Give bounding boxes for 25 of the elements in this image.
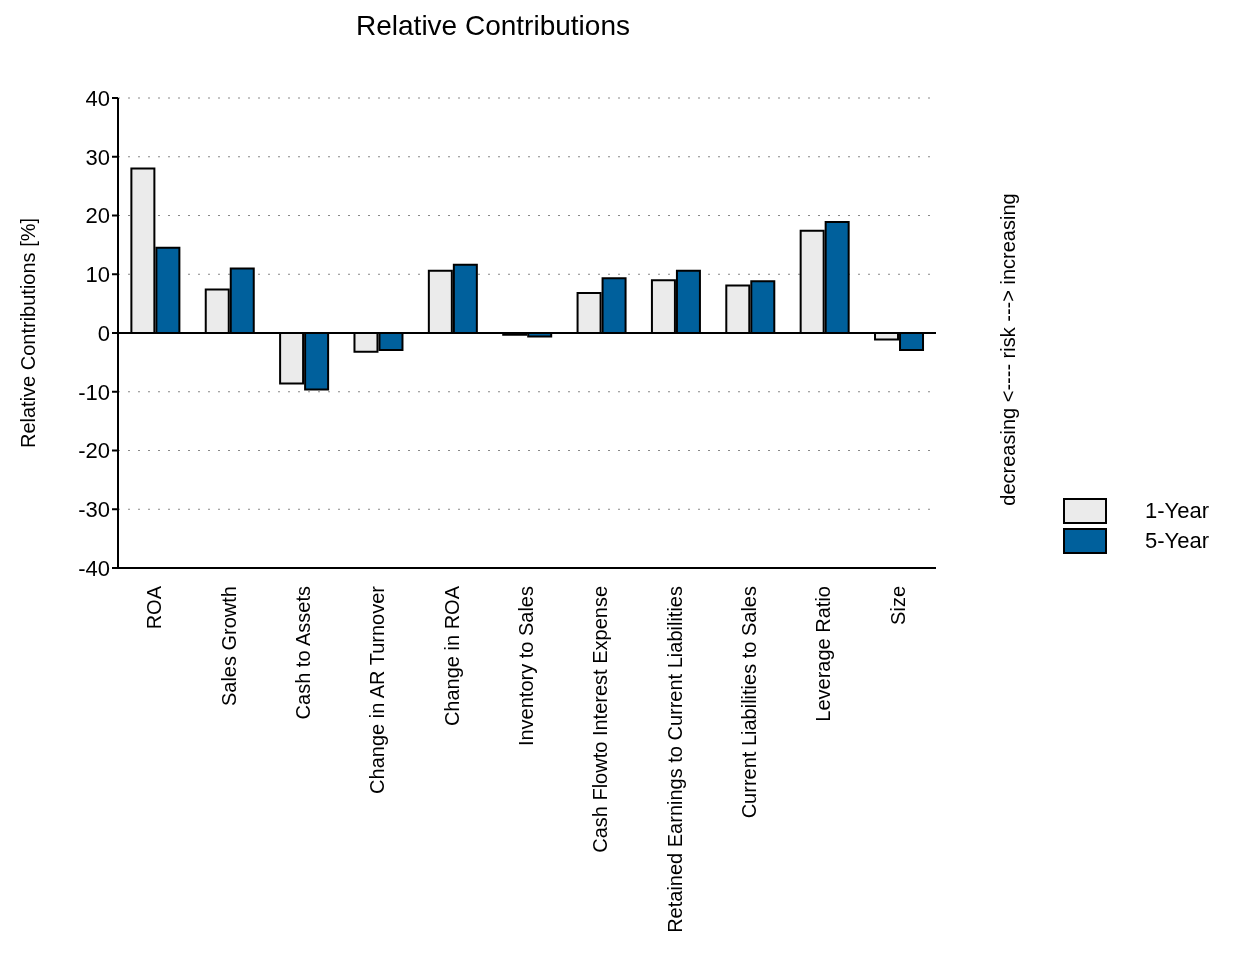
chart-title: Relative Contributions [355, 10, 631, 42]
y-tick-label: -40 [78, 555, 110, 581]
x-tick-label: Current Liabilities to Sales [738, 586, 761, 819]
legend-label: 5-Year [1145, 528, 1210, 554]
x-tick-label: Inventory to Sales [515, 586, 537, 747]
y-tick-label: 10 [85, 262, 110, 288]
x-tick-label: Size [886, 586, 909, 625]
x-tick-label: Cash to Assets [291, 586, 314, 720]
y-tick-label: 20 [85, 203, 110, 229]
y-tick-label: -20 [78, 438, 110, 464]
text: decreasing <---- risk ---> increasing [996, 192, 1020, 508]
y-tick-label: 40 [85, 85, 110, 111]
legend-label: 1-Year [1145, 498, 1210, 524]
y-axis-title: Relative Contributions [%] [17, 217, 40, 449]
x-tick-label: Cash Flowto Interest Expense [589, 586, 612, 853]
x-tick-label: ROA [143, 585, 166, 630]
y-tick-label: 0 [97, 320, 110, 346]
y-tick-label: 30 [85, 144, 110, 170]
x-tick-label: Sales Growth [217, 586, 240, 707]
x-tick-label: Change in ROA [440, 585, 463, 727]
y-tick-label: -30 [78, 497, 110, 523]
y-tick-label: -10 [78, 379, 110, 405]
x-tick-label: Retained Earnings to Current Liabilities [663, 586, 686, 933]
x-tick-label: Change in AR Turnover [366, 585, 389, 794]
x-tick-label: Leverage Ratio [812, 586, 835, 722]
